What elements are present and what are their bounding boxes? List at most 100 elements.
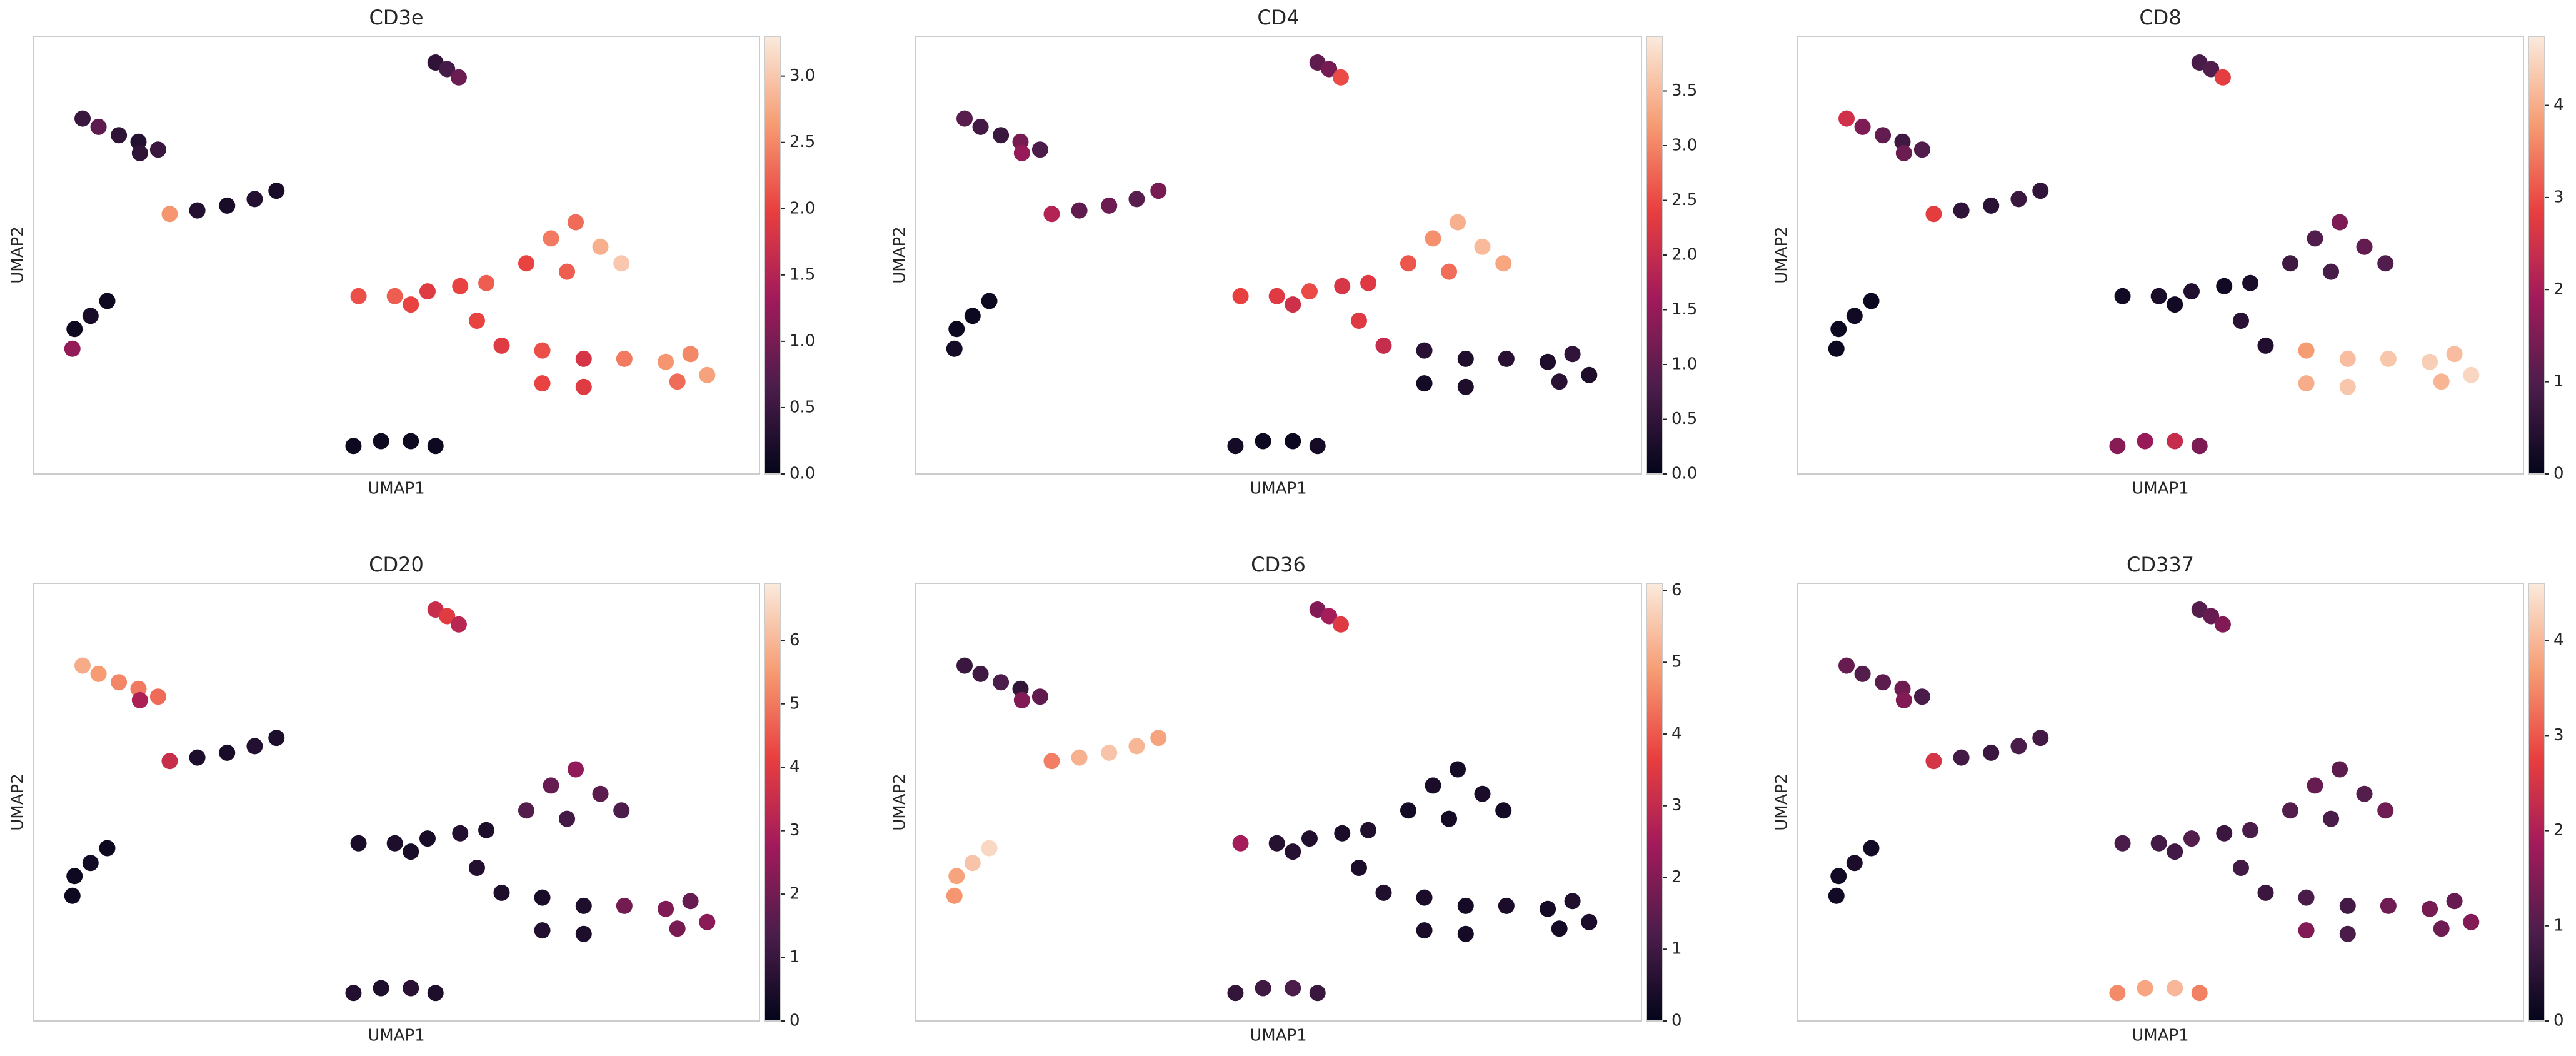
cell-point [2257, 884, 2274, 901]
cell-point [669, 373, 686, 390]
cell-point [350, 835, 367, 852]
cell-point [1043, 206, 1060, 223]
panel: CD8 UMAP1 UMAP2 0 1 2 3 4 [1773, 6, 2564, 498]
x-axis-label: UMAP1 [2132, 1027, 2188, 1045]
cell-point [1232, 288, 1249, 304]
cell-point [1854, 118, 1871, 135]
colorbar-tick-label: 0 [2553, 465, 2564, 483]
cell-point [1875, 127, 1892, 144]
cell-point [452, 825, 469, 842]
cell-point [1013, 691, 1030, 708]
colorbar-tick-label: 0.5 [789, 398, 815, 416]
axes-frame [915, 36, 1642, 475]
colorbar-tick-label: 3.0 [1671, 136, 1697, 155]
panel-title: CD20 [369, 553, 424, 576]
cell-point [1334, 825, 1351, 842]
cell-point [1474, 785, 1491, 802]
cell-point [2257, 337, 2274, 354]
cell-point [1953, 202, 1970, 219]
colorbar-tick-label: 1.0 [789, 331, 815, 350]
cell-point [66, 868, 83, 885]
cell-point [1441, 263, 1458, 280]
cell-point [2380, 350, 2397, 367]
cell-point [345, 438, 362, 455]
cell-point [1416, 375, 1433, 392]
cell-point [74, 110, 91, 127]
cell-point [2422, 900, 2438, 917]
colorbar-tick-label: 1 [1671, 940, 1682, 958]
colorbar-tick-label: 1.0 [1671, 355, 1697, 374]
cell-point [246, 191, 263, 208]
cell-point [1846, 308, 1863, 324]
cell-point [1285, 843, 1301, 860]
cell-point [2433, 373, 2450, 390]
cell-point [2203, 608, 2220, 625]
panel-title: CD4 [1257, 6, 1299, 29]
cell-point [1255, 980, 1271, 997]
cell-point [1838, 110, 1855, 127]
colorbar [764, 583, 781, 1022]
cell-point [559, 263, 576, 280]
colorbar-tick-label: 1 [2553, 372, 2564, 391]
cell-point [82, 855, 99, 872]
cell-point [64, 340, 81, 357]
colorbar-tick-label: 1.5 [789, 265, 815, 284]
cell-point [2446, 346, 2463, 363]
cell-point [99, 293, 116, 309]
cell-point [948, 321, 965, 338]
cell-point [2183, 283, 2200, 300]
cell-point [1285, 980, 1301, 997]
cell-point [1360, 274, 1377, 291]
cell-point [2323, 263, 2340, 280]
axes-frame [915, 583, 1642, 1022]
cell-point [99, 840, 116, 857]
panel: CD3e UMAP1 UMAP2 0.0 0.5 1.0 1.5 2.0 2.5 3.0 [9, 6, 816, 498]
cell-point [613, 255, 630, 272]
cell-point [2167, 433, 2183, 450]
cell-point [493, 337, 510, 354]
cell-point [1581, 366, 1598, 383]
cell-point [972, 118, 989, 135]
cell-point [1540, 353, 1556, 370]
cell-point [1350, 313, 1367, 329]
x-axis-label: UMAP1 [2132, 480, 2188, 498]
cell-point [2137, 980, 2153, 997]
cell-point [189, 202, 206, 219]
cell-point [2214, 69, 2231, 86]
x-axis-label: UMAP1 [1250, 1027, 1306, 1045]
cell-point [1457, 378, 1474, 395]
cell-point [2203, 61, 2220, 78]
cell-point [575, 378, 592, 395]
cell-point [2307, 230, 2323, 247]
colorbar-tick-label: 3.0 [789, 66, 815, 85]
cell-point [2463, 913, 2480, 930]
cell-point [1863, 840, 1880, 857]
cell-point [1375, 884, 1392, 901]
cell-point [2377, 255, 2394, 272]
cell-point [534, 922, 551, 939]
cell-point [427, 985, 444, 1002]
cell-point [2356, 785, 2373, 802]
cell-point [131, 691, 148, 708]
cell-point [964, 855, 981, 872]
cell-point [534, 375, 551, 392]
cell-point [948, 868, 965, 885]
cell-point [1013, 144, 1030, 161]
cell-point [1101, 744, 1118, 761]
panel-title: CD8 [2139, 6, 2181, 29]
colorbar-tick-label: 0.0 [789, 465, 815, 483]
cell-point [1255, 433, 1271, 450]
axes-frame [1797, 36, 2524, 475]
cell-point [682, 346, 699, 363]
cell-point [2109, 438, 2126, 455]
colorbar-tick-label: 5 [1671, 653, 1682, 671]
cell-point [1321, 608, 1338, 625]
colorbar-tick-label: 0 [2553, 1012, 2564, 1030]
colorbar [1646, 36, 1663, 475]
cell-point [616, 350, 633, 367]
cell-point [1301, 830, 1318, 847]
cell-point [2183, 830, 2200, 847]
cell-point [2191, 438, 2208, 455]
y-axis-label: UMAP2 [1773, 226, 1792, 283]
